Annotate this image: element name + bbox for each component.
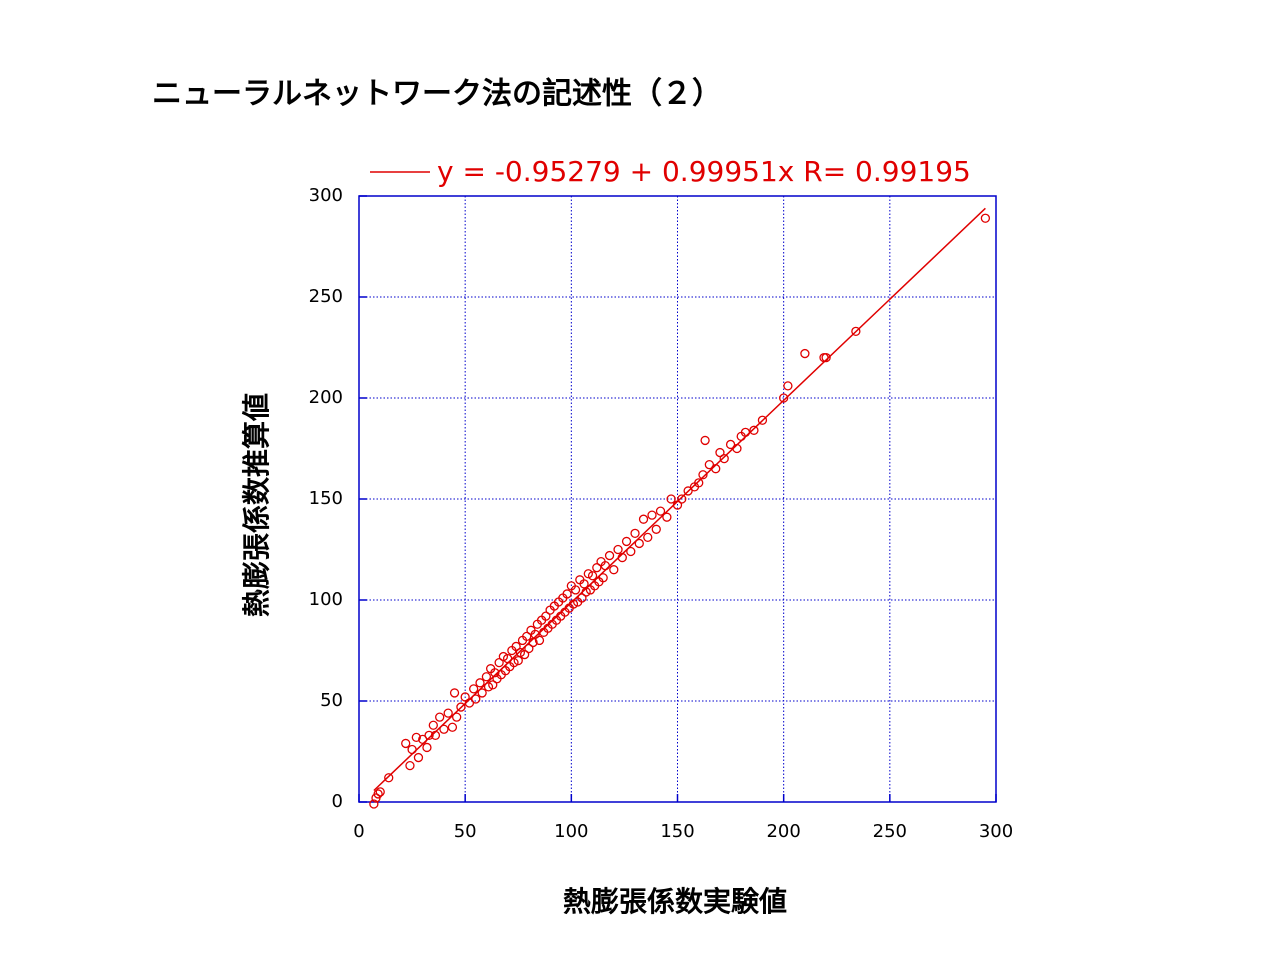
data-point <box>522 631 532 642</box>
y-tick-label: 50 <box>320 690 343 711</box>
plot-frame <box>358 195 997 803</box>
data-point <box>609 565 619 575</box>
data-point <box>524 643 534 654</box>
y-tick-label: 200 <box>309 387 343 408</box>
data-point <box>475 678 485 688</box>
data-point <box>481 672 492 682</box>
data-point <box>821 352 831 363</box>
data-point <box>384 773 394 783</box>
data-point <box>511 641 521 652</box>
data-point <box>598 573 608 583</box>
data-point <box>643 532 653 543</box>
data-point <box>715 447 725 458</box>
x-tick-label: 200 <box>766 821 800 842</box>
data-point <box>638 514 649 524</box>
y-tick-label: 100 <box>309 589 343 610</box>
chart-title: ニューラルネットワーク法の記述性（２） <box>152 77 722 112</box>
data-point <box>490 668 500 678</box>
data-point <box>471 694 481 704</box>
legend-label: y = -0.95279 + 0.99951x R= 0.99195 <box>437 155 971 188</box>
data-point <box>851 326 861 336</box>
data-point <box>704 460 714 470</box>
data-point <box>980 213 991 223</box>
data-point <box>683 486 693 496</box>
data-point <box>494 657 504 668</box>
data-point <box>592 563 602 573</box>
x-tick-label: 0 <box>353 821 364 842</box>
x-axis-label: 熱膨張係数実験値 <box>563 885 787 918</box>
data-point <box>655 506 666 516</box>
x-tick-label: 250 <box>873 821 907 842</box>
data-point <box>515 647 526 658</box>
data-point <box>405 760 415 771</box>
data-point <box>779 393 789 403</box>
y-axis-label: 熱膨張係数推算値 <box>240 393 273 617</box>
data-point <box>519 649 530 660</box>
data-point <box>469 684 479 694</box>
data-point <box>749 425 759 435</box>
data-point <box>725 439 736 450</box>
data-point <box>698 470 708 480</box>
data-point <box>373 789 383 799</box>
data-point <box>757 415 768 425</box>
data-point <box>456 702 466 712</box>
data-point <box>375 787 385 797</box>
data-point <box>483 682 494 692</box>
data-point <box>666 494 676 504</box>
data-point <box>449 688 460 698</box>
data-point <box>477 688 487 698</box>
data-point <box>621 536 632 547</box>
data-point <box>677 494 687 504</box>
data-point <box>647 510 657 520</box>
data-point <box>369 799 379 809</box>
data-point <box>626 546 636 557</box>
x-tick-label: 150 <box>660 821 694 842</box>
data-point <box>634 538 644 549</box>
y-tick-label: 0 <box>332 791 343 812</box>
data-point <box>439 724 449 734</box>
data-point <box>651 524 661 534</box>
data-point <box>577 593 587 603</box>
data-point <box>583 569 593 579</box>
data-point <box>630 528 640 538</box>
x-tick-label: 50 <box>454 821 477 842</box>
data-point <box>613 544 623 555</box>
data-point <box>694 478 704 488</box>
data-point <box>662 512 672 522</box>
data-point <box>783 381 793 391</box>
data-point <box>587 571 598 581</box>
data-point <box>509 657 519 668</box>
data-point <box>570 585 581 595</box>
data-point <box>413 752 424 763</box>
data-point <box>541 611 551 621</box>
data-point <box>498 651 509 662</box>
data-point <box>411 732 421 743</box>
x-tick-label: 300 <box>979 821 1013 842</box>
fit-line <box>373 207 986 792</box>
data-point <box>488 680 498 690</box>
data-point <box>422 742 432 753</box>
x-tick-label: 100 <box>554 821 588 842</box>
data-point <box>604 550 615 561</box>
data-point <box>428 720 438 730</box>
data-point <box>424 730 434 740</box>
data-point <box>447 722 458 732</box>
data-point <box>401 738 411 749</box>
y-tick-label: 150 <box>309 488 343 509</box>
data-point <box>534 635 545 646</box>
data-point <box>530 629 540 639</box>
data-point <box>562 589 572 599</box>
data-point <box>719 453 729 464</box>
y-tick-label: 300 <box>309 185 343 206</box>
y-tick-label: 250 <box>309 286 343 307</box>
data-point <box>460 692 470 702</box>
data-point <box>800 348 810 359</box>
data-point <box>700 435 710 446</box>
data-point <box>443 708 453 718</box>
data-point <box>452 712 462 722</box>
data-point <box>435 712 445 722</box>
